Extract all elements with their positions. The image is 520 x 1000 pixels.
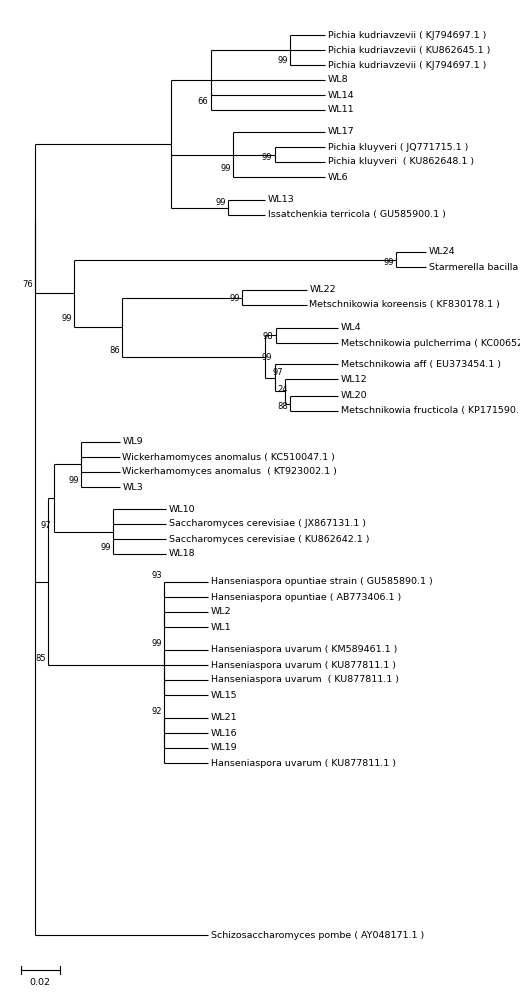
Text: 88: 88: [277, 402, 288, 411]
Text: Metschnikowia koreensis ( KF830178.1 ): Metschnikowia koreensis ( KF830178.1 ): [309, 300, 500, 310]
Text: Hanseniaspora uvarum ( KM589461.1 ): Hanseniaspora uvarum ( KM589461.1 ): [211, 646, 397, 654]
Text: Hanseniaspora uvarum ( KU877811.1 ): Hanseniaspora uvarum ( KU877811.1 ): [211, 660, 396, 670]
Text: Issatchenkia terricola ( GU585900.1 ): Issatchenkia terricola ( GU585900.1 ): [268, 211, 446, 220]
Text: 0.02: 0.02: [30, 978, 50, 987]
Text: WL17: WL17: [328, 127, 354, 136]
Text: 98: 98: [263, 332, 274, 341]
Text: WL18: WL18: [169, 550, 196, 558]
Text: Wickerhamomyces anomalus  ( KT923002.1 ): Wickerhamomyces anomalus ( KT923002.1 ): [122, 468, 337, 477]
Text: WL3: WL3: [122, 483, 143, 491]
Text: 99: 99: [151, 639, 162, 648]
Text: 97: 97: [272, 368, 283, 377]
Text: WL4: WL4: [341, 324, 361, 332]
Text: WL2: WL2: [211, 607, 231, 616]
Text: Starmerella bacilla: Starmerella bacilla: [429, 262, 518, 271]
Text: WL15: WL15: [211, 690, 237, 700]
Text: Wickerhamomyces anomalus ( KC510047.1 ): Wickerhamomyces anomalus ( KC510047.1 ): [122, 452, 335, 462]
Text: 99: 99: [62, 314, 72, 323]
Text: 92: 92: [151, 707, 162, 716]
Text: WL22: WL22: [309, 286, 336, 294]
Text: 93: 93: [151, 571, 162, 580]
Text: 97: 97: [41, 520, 51, 529]
Text: WL20: WL20: [341, 391, 367, 400]
Text: Schizosaccharomyces pombe ( AY048171.1 ): Schizosaccharomyces pombe ( AY048171.1 ): [211, 930, 424, 940]
Text: 99: 99: [262, 153, 272, 162]
Text: Hanseniaspora opuntiae strain ( GU585890.1 ): Hanseniaspora opuntiae strain ( GU585890…: [211, 578, 432, 586]
Text: WL8: WL8: [328, 76, 348, 85]
Text: Saccharomyces cerevisiae ( JX867131.1 ): Saccharomyces cerevisiae ( JX867131.1 ): [169, 520, 366, 528]
Text: WL11: WL11: [328, 105, 354, 114]
Text: Pichia kluyveri ( JQ771715.1 ): Pichia kluyveri ( JQ771715.1 ): [328, 142, 468, 151]
Text: Hanseniaspora opuntiae ( AB773406.1 ): Hanseniaspora opuntiae ( AB773406.1 ): [211, 592, 401, 601]
Text: 99: 99: [384, 258, 394, 267]
Text: WL13: WL13: [268, 196, 294, 205]
Text: WL14: WL14: [328, 91, 354, 100]
Text: WL21: WL21: [211, 714, 237, 722]
Text: WL6: WL6: [328, 172, 348, 182]
Text: 99: 99: [278, 56, 288, 65]
Text: 66: 66: [198, 97, 209, 106]
Text: WL9: WL9: [122, 438, 143, 446]
Text: WL16: WL16: [211, 728, 237, 738]
Text: WL10: WL10: [169, 504, 196, 514]
Text: 99: 99: [215, 198, 226, 207]
Text: 24: 24: [278, 385, 288, 394]
Text: Hanseniaspora uvarum  ( KU877811.1 ): Hanseniaspora uvarum ( KU877811.1 ): [211, 676, 399, 684]
Text: Pichia kluyveri  ( KU862648.1 ): Pichia kluyveri ( KU862648.1 ): [328, 157, 474, 166]
Text: Metschnikowia aff ( EU373454.1 ): Metschnikowia aff ( EU373454.1 ): [341, 360, 501, 368]
Text: Saccharomyces cerevisiae ( KU862642.1 ): Saccharomyces cerevisiae ( KU862642.1 ): [169, 534, 370, 544]
Text: 86: 86: [109, 346, 120, 355]
Text: Metschnikowia pulcherrima ( KC006520.1: Metschnikowia pulcherrima ( KC006520.1: [341, 338, 520, 348]
Text: WL24: WL24: [429, 247, 456, 256]
Text: Pichia kudriavzevii ( KJ794697.1 ): Pichia kudriavzevii ( KJ794697.1 ): [328, 30, 486, 39]
Text: 99: 99: [262, 353, 272, 362]
Text: WL1: WL1: [211, 622, 231, 632]
Text: 85: 85: [36, 654, 46, 663]
Text: 99: 99: [68, 476, 79, 485]
Text: 99: 99: [101, 543, 111, 552]
Text: 99: 99: [229, 294, 240, 303]
Text: 76: 76: [22, 280, 33, 289]
Text: Pichia kudriavzevii ( KU862645.1 ): Pichia kudriavzevii ( KU862645.1 ): [328, 45, 490, 54]
Text: 99: 99: [220, 164, 231, 173]
Text: WL19: WL19: [211, 744, 237, 752]
Text: Pichia kudriavzevii ( KJ794697.1 ): Pichia kudriavzevii ( KJ794697.1 ): [328, 60, 486, 70]
Text: Hanseniaspora uvarum ( KU877811.1 ): Hanseniaspora uvarum ( KU877811.1 ): [211, 758, 396, 768]
Text: Metschnikowia fructicola ( KP171590.1 ): Metschnikowia fructicola ( KP171590.1 ): [341, 406, 520, 416]
Text: WL12: WL12: [341, 374, 367, 383]
